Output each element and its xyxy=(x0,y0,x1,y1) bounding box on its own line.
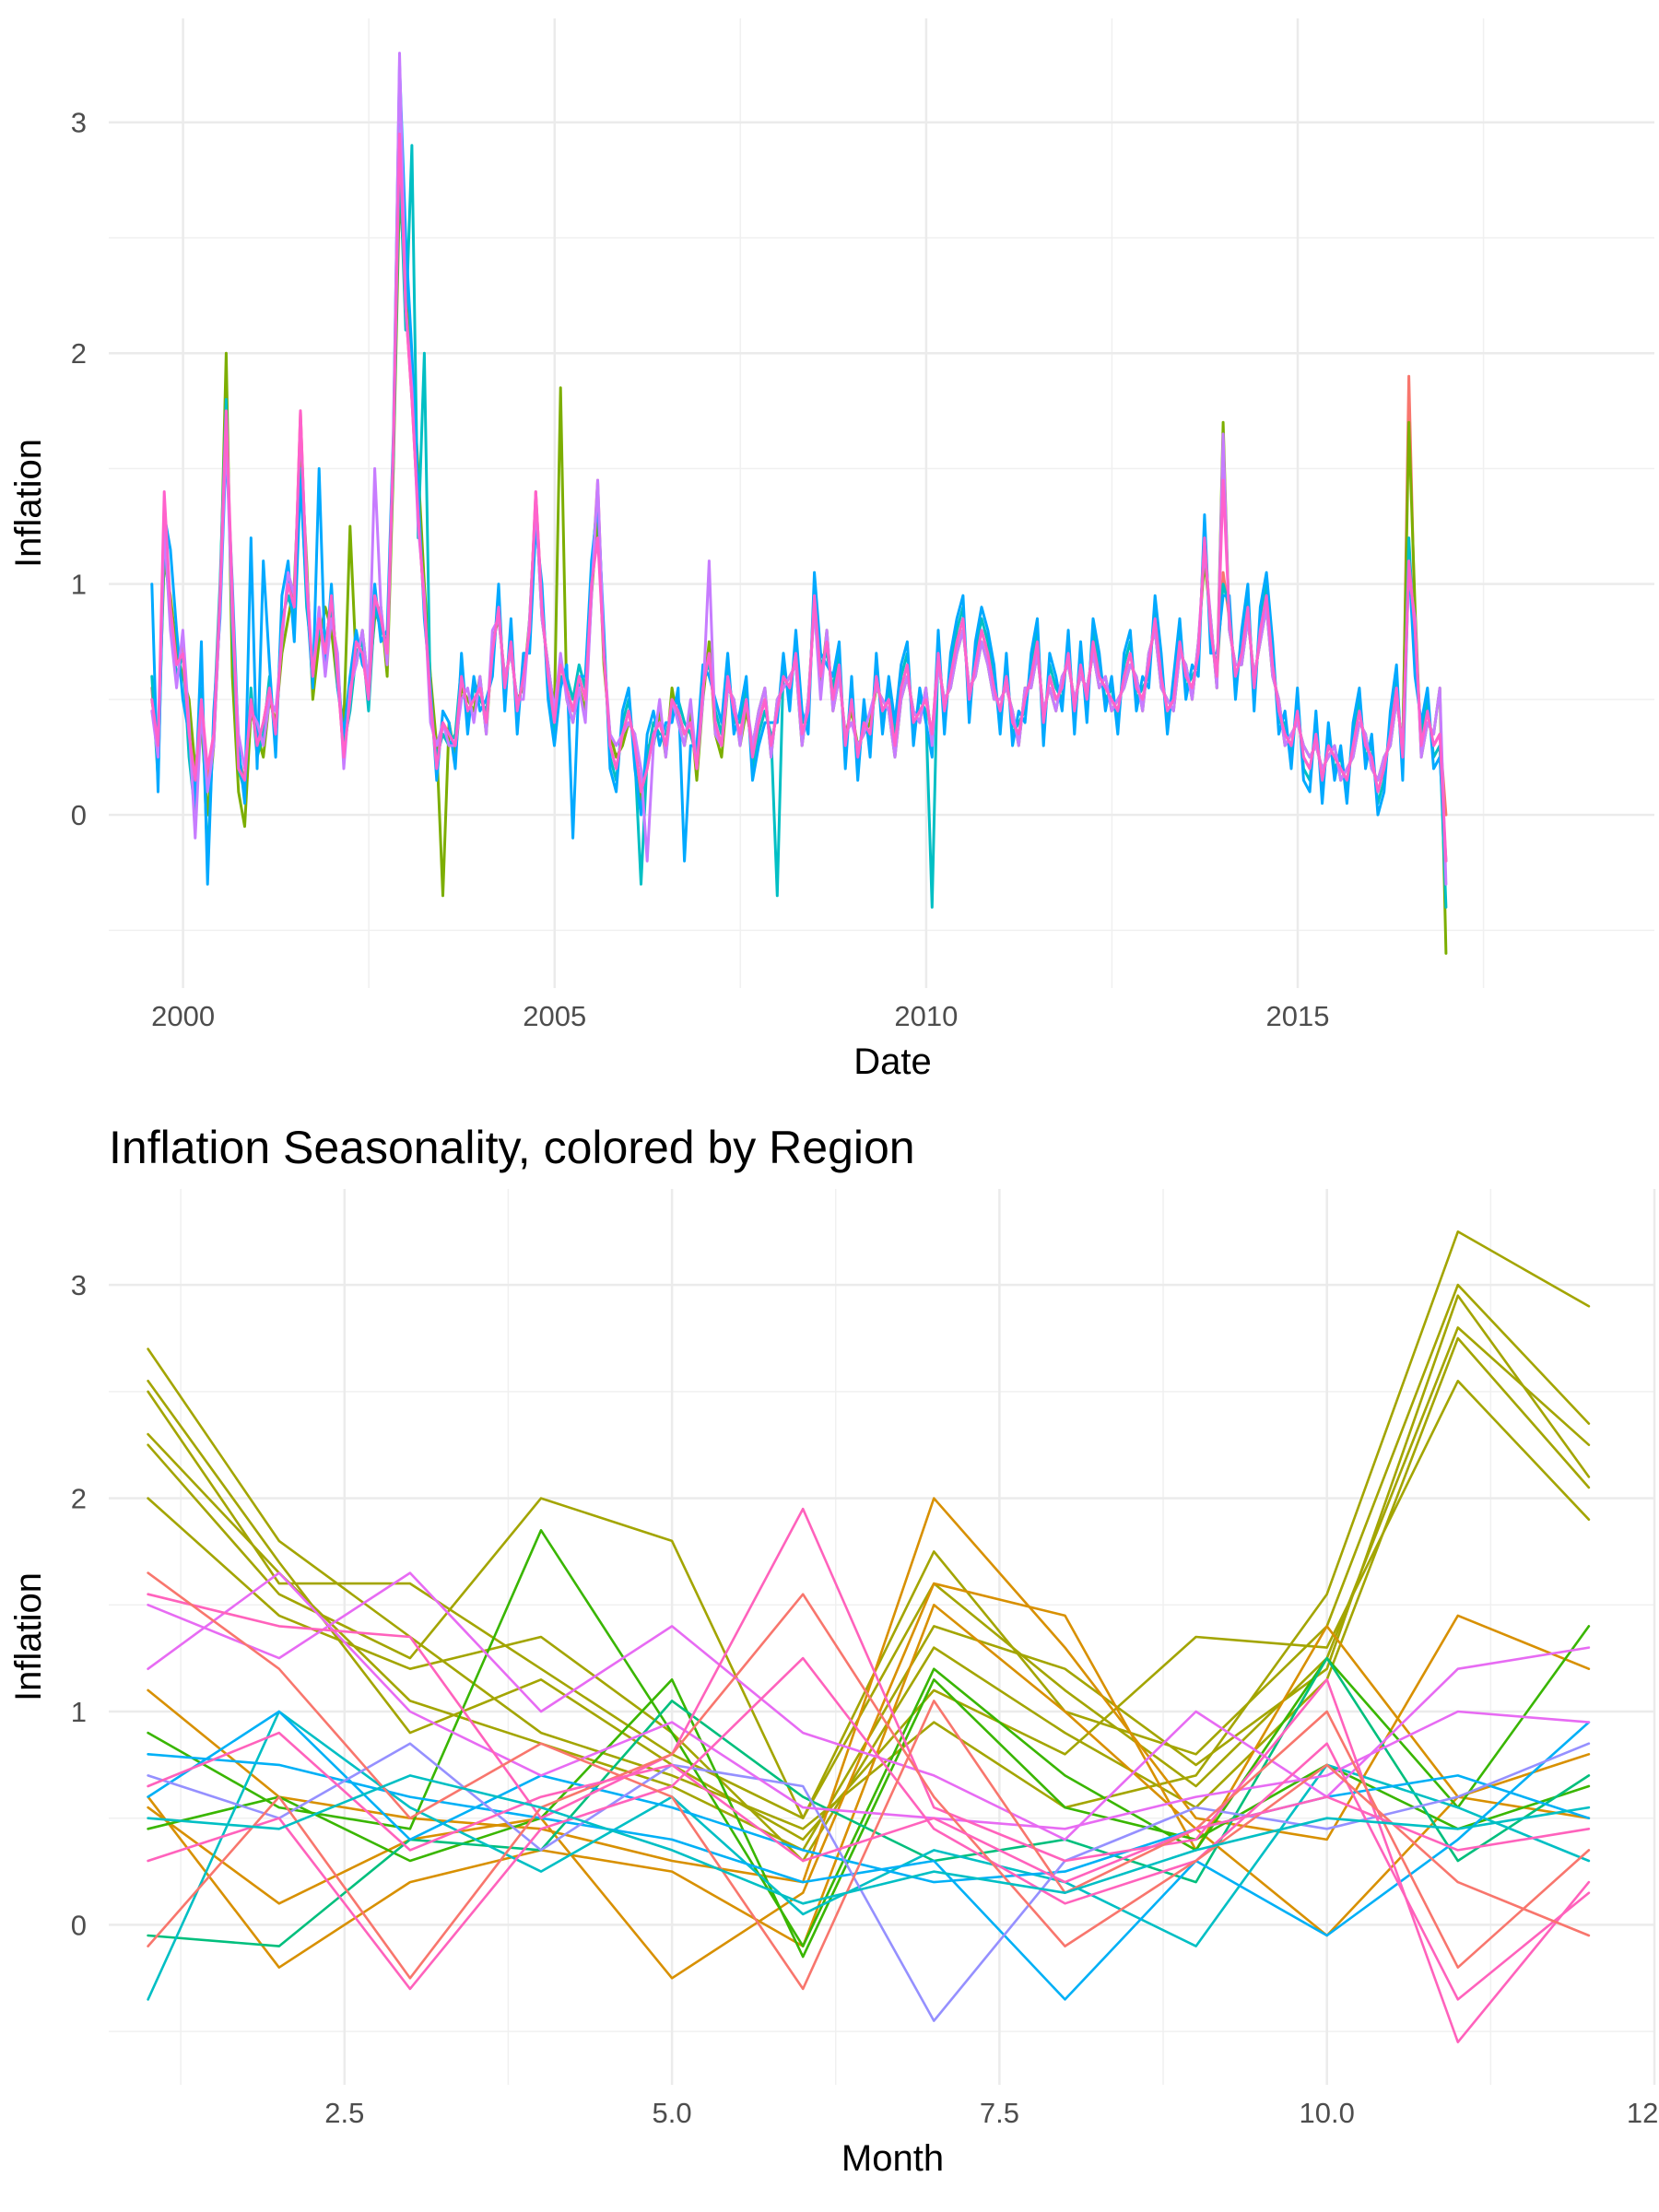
series-line xyxy=(147,1571,1591,1830)
y-tick-label: 3 xyxy=(71,107,87,139)
y-tick-label: 2 xyxy=(71,1483,87,1515)
timeseries-panel: 0 1 2 3 2000 2005 2010 2015 Date Inflation xyxy=(8,18,1654,1082)
series-lines xyxy=(150,52,1448,955)
series-line xyxy=(147,1497,1591,1884)
x-tick-label: 2005 xyxy=(523,1000,586,1032)
x-axis-title: Month xyxy=(841,2138,944,2179)
series-line xyxy=(147,1604,1591,1969)
series-line xyxy=(147,1571,1591,1841)
x-tick-label: 2000 xyxy=(151,1000,215,1032)
series-lines xyxy=(147,1230,1591,2043)
x-tick-label: 10.0 xyxy=(1300,2097,1355,2129)
seasonality-panel: 0 1 2 3 2.5 5.0 7.5 10.0 12.5 Month Inflation Infla… xyxy=(8,1122,1659,2179)
series-line xyxy=(150,132,1448,863)
y-tick-label: 2 xyxy=(71,337,87,370)
y-tick-label: 1 xyxy=(71,569,87,601)
series-line xyxy=(147,1742,1591,2022)
y-axis-title: Inflation xyxy=(8,1572,49,1701)
y-tick-label: 0 xyxy=(71,799,87,831)
series-line xyxy=(147,1336,1591,1863)
series-line xyxy=(147,1774,1591,1905)
series-line xyxy=(147,1507,1591,2043)
y-axis-title: Inflation xyxy=(8,439,49,568)
x-tick-label: 2.5 xyxy=(324,2097,364,2129)
x-tick-label: 7.5 xyxy=(980,2097,1019,2129)
series-line xyxy=(150,63,1448,886)
series-line xyxy=(147,1656,1591,1947)
plot-title: Inflation Seasonality, colored by Region xyxy=(109,1122,915,1173)
series-line xyxy=(150,144,1448,909)
x-tick-label: 12.5 xyxy=(1627,2097,1659,2129)
series-line xyxy=(147,1593,1591,1980)
series-line xyxy=(147,1710,1591,1884)
series-line xyxy=(147,1529,1591,1947)
series-line xyxy=(147,1283,1591,1819)
series-line xyxy=(147,1731,1591,1884)
y-tick-label: 3 xyxy=(71,1269,87,1301)
series-line xyxy=(147,1571,1591,1991)
grid xyxy=(109,1189,1656,2085)
x-tick-label: 2015 xyxy=(1266,1000,1330,1032)
series-line xyxy=(147,1656,1591,2001)
x-tick-label: 5.0 xyxy=(653,2097,692,2129)
x-tick-label: 2010 xyxy=(894,1000,958,1032)
series-line xyxy=(150,190,1448,955)
grid xyxy=(109,18,1654,988)
y-tick-label: 1 xyxy=(71,1696,87,1728)
y-tick-label: 0 xyxy=(71,1909,87,1941)
x-axis-title: Date xyxy=(853,1041,932,1082)
